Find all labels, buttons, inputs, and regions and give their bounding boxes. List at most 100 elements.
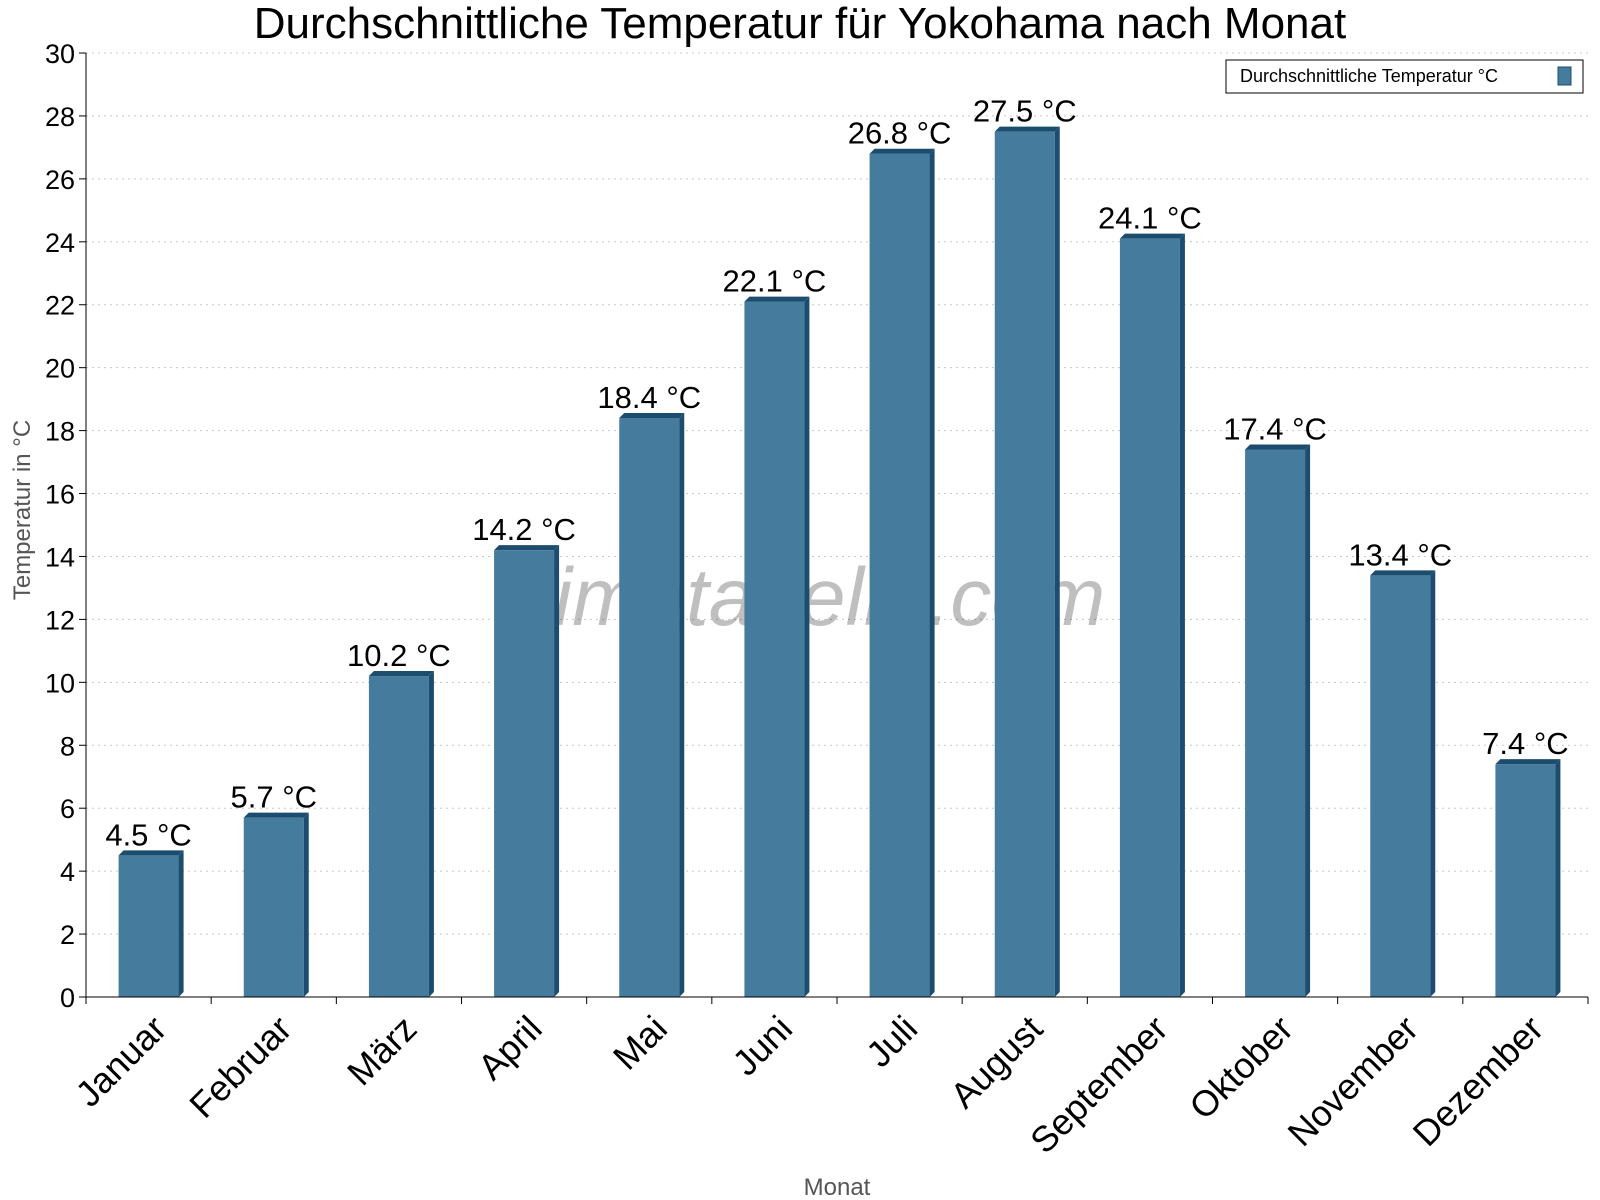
bars: 4.5 °C 5.7 °C 10.2 °C 14.2 °C 18.4 °C 22.1 °C… — [105, 94, 1569, 998]
bar-side — [929, 148, 935, 997]
bar-mai: 18.4 °C — [597, 380, 701, 998]
bar-side — [554, 545, 560, 997]
bar-juni: 22.1 °C — [723, 264, 827, 997]
bar-top — [619, 413, 685, 419]
data-label: 5.7 °C — [231, 780, 318, 815]
x-tick-label: Mai — [605, 1008, 675, 1078]
data-label: 4.5 °C — [105, 817, 192, 852]
bar-top — [1370, 570, 1436, 576]
bar-side — [1054, 126, 1060, 997]
bar-side — [428, 671, 434, 997]
bar-top — [1495, 759, 1561, 765]
bar-face — [869, 153, 930, 997]
x-tick-label: November — [1279, 1008, 1425, 1154]
bar-top — [243, 812, 309, 818]
y-tick-label: 20 — [45, 354, 75, 384]
y-tick-label: 24 — [45, 228, 75, 258]
x-tick-label: Oktober — [1181, 1008, 1301, 1128]
bar-oktober: 17.4 °C — [1223, 411, 1327, 998]
chart-title: Durchschnittliche Temperatur für Yokoham… — [254, 0, 1346, 48]
data-label: 18.4 °C — [597, 380, 701, 415]
x-tick-label: Juli — [858, 1008, 925, 1075]
legend-box — [1225, 59, 1584, 94]
bar-face — [619, 418, 680, 998]
data-label: 7.4 °C — [1482, 726, 1569, 761]
legend-swatch — [1557, 66, 1572, 86]
bar-top — [1245, 444, 1311, 450]
y-tick-label: 2 — [60, 920, 75, 950]
bar-side — [303, 812, 309, 997]
bar-face — [243, 817, 304, 997]
x-tick-label: August — [942, 1008, 1050, 1116]
bar-top — [118, 850, 184, 856]
data-label: 26.8 °C — [848, 116, 952, 151]
bar-november: 13.4 °C — [1348, 537, 1452, 997]
y-tick-label: 30 — [45, 39, 75, 69]
y-tick-label: 28 — [45, 102, 75, 132]
y-tick-label: 10 — [45, 668, 75, 698]
data-label: 22.1 °C — [723, 264, 827, 299]
y-tick-label: 6 — [60, 794, 75, 824]
data-label: 27.5 °C — [973, 94, 1077, 129]
bar-september: 24.1 °C — [1098, 201, 1202, 998]
y-tick-label: 14 — [45, 542, 75, 572]
bar-februar: 5.7 °C — [231, 780, 318, 997]
x-tick-label: April — [470, 1008, 550, 1088]
data-label: 14.2 °C — [472, 512, 576, 547]
y-axis-title: Temperatur in °C — [9, 420, 36, 600]
bar-face — [744, 301, 805, 997]
data-label: 17.4 °C — [1223, 411, 1327, 446]
bar-märz: 10.2 °C — [347, 638, 451, 997]
bar-face — [1495, 764, 1556, 997]
x-tick-label: Dezember — [1405, 1008, 1551, 1154]
data-label: 10.2 °C — [347, 638, 451, 673]
bar-top — [1119, 233, 1185, 239]
legend-label: Durchschnittliche Temperatur °C — [1240, 66, 1498, 86]
y-tick-label: 4 — [60, 857, 75, 887]
grid-lines — [86, 52, 1588, 935]
bar-side — [178, 850, 184, 997]
x-axis-title: Monat — [804, 1174, 871, 1200]
bar-top — [869, 148, 935, 154]
x-tick-label: März — [339, 1008, 425, 1094]
legend: Durchschnittliche Temperatur °C — [1225, 59, 1584, 94]
bar-face — [1119, 238, 1180, 998]
data-label: 13.4 °C — [1348, 537, 1452, 572]
x-axis-ticks: Januar Februar März April Mai Juni Juli AugustS… — [67, 997, 1589, 1162]
bar-face — [1245, 449, 1306, 998]
bar-face — [118, 855, 179, 997]
x-tick-label: Februar — [181, 1008, 299, 1126]
bar-april: 14.2 °C — [472, 512, 576, 997]
bar-side — [804, 296, 810, 997]
x-tick-label: Juni — [724, 1008, 800, 1084]
bar-face — [994, 131, 1055, 997]
bar-top — [744, 296, 810, 302]
bar-top — [494, 545, 560, 551]
bar-side — [1179, 233, 1185, 998]
bar-side — [1305, 444, 1311, 998]
bar-august: 27.5 °C — [973, 94, 1077, 997]
y-tick-label: 26 — [45, 165, 75, 195]
x-tick-label: Januar — [67, 1008, 174, 1115]
y-tick-label: 22 — [45, 291, 75, 321]
bar-side — [679, 413, 685, 998]
data-label: 24.1 °C — [1098, 201, 1202, 236]
bar-dezember: 7.4 °C — [1482, 726, 1569, 997]
axes — [85, 53, 1588, 998]
bar-face — [368, 676, 429, 997]
bar-top — [994, 126, 1060, 132]
bar-top — [368, 671, 434, 677]
y-tick-label: 8 — [60, 731, 75, 761]
bar-face — [494, 550, 555, 997]
y-tick-label: 18 — [45, 417, 75, 447]
bar-side — [1555, 759, 1561, 997]
y-tick-label: 0 — [60, 983, 75, 1013]
bar-juli: 26.8 °C — [848, 116, 952, 997]
bar-januar: 4.5 °C — [105, 817, 192, 997]
y-tick-label: 12 — [45, 605, 75, 635]
y-tick-label: 16 — [45, 480, 75, 510]
x-tick-label: September — [1022, 1008, 1176, 1162]
bar-side — [1430, 570, 1436, 997]
